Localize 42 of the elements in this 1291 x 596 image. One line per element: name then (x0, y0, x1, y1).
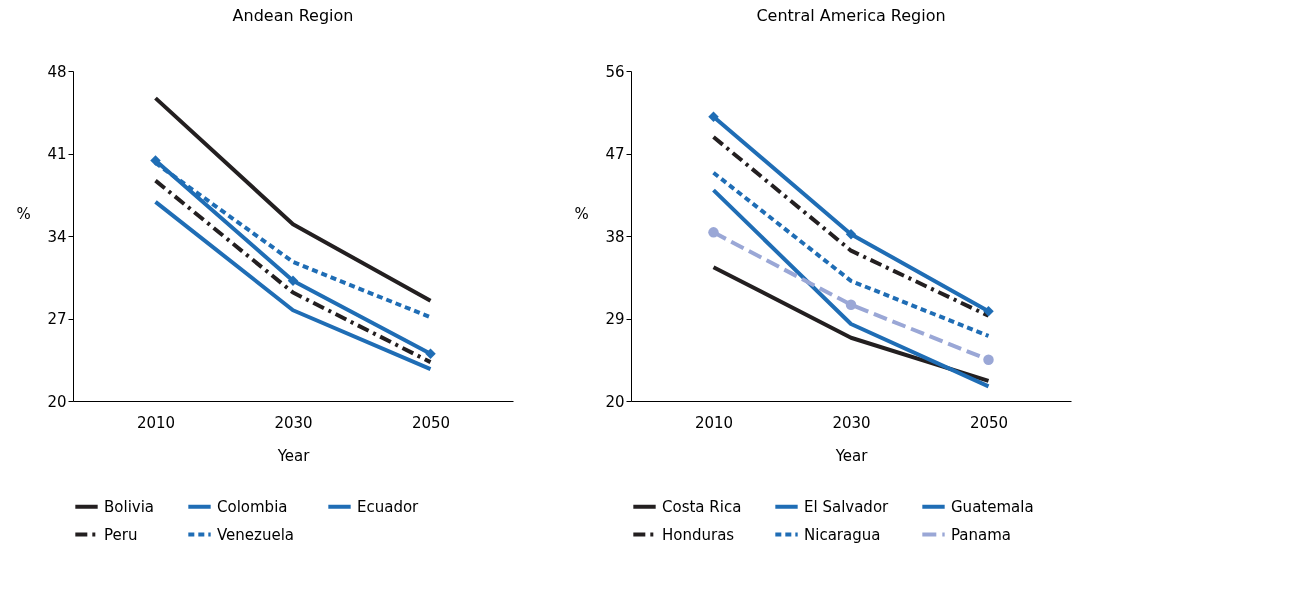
x-tick-label: 2050 (411, 413, 451, 432)
y-tick-label: 27 (47, 310, 67, 328)
point (708, 227, 719, 238)
legend-label: Colombia (217, 497, 288, 516)
y-axis-title: % (574, 204, 589, 223)
legend-label: Ecuador (357, 497, 420, 516)
y-tick-label: 56 (605, 62, 625, 81)
legend-label: Honduras (662, 525, 735, 544)
y-tick-label: 48 (47, 62, 67, 81)
x-tick-label: 2010 (694, 413, 734, 432)
point (425, 348, 436, 360)
x-tick-label: 2030 (832, 413, 871, 432)
legend-label: Venezuela (217, 525, 295, 544)
point (983, 305, 994, 317)
point (845, 228, 857, 240)
x-tick-label: 2010 (136, 413, 176, 432)
x-axis-title: Year (276, 446, 311, 465)
legend-label: Nicaragua (804, 525, 881, 544)
point (845, 299, 857, 310)
x-tick-label: 2050 (969, 413, 1009, 432)
x-tick-label: 2030 (274, 413, 313, 432)
legend-label: Peru (104, 525, 138, 544)
legend-label: Panama (951, 525, 1012, 544)
point (287, 275, 299, 287)
legend-label: Bolivia (104, 497, 155, 516)
y-tick-label: 38 (605, 227, 625, 246)
y-tick-label: 20 (47, 392, 67, 411)
y-tick-label: 34 (47, 227, 67, 246)
legend-label: Costa Rica (662, 497, 742, 516)
y-tick-label: 20 (605, 392, 625, 411)
y-axis-title: % (16, 204, 31, 223)
chart-title: Central America Region (756, 6, 946, 25)
chart-title: Andean Region (232, 6, 354, 25)
point (708, 111, 719, 123)
point (983, 354, 994, 365)
point (150, 155, 161, 166)
legend-label: El Salvador (804, 497, 890, 516)
y-tick-label: 47 (605, 145, 625, 163)
y-tick-label: 29 (605, 310, 625, 328)
x-axis-title: Year (834, 446, 869, 465)
y-tick-label: 41 (47, 145, 67, 163)
legend-label: Guatemala (951, 497, 1034, 516)
